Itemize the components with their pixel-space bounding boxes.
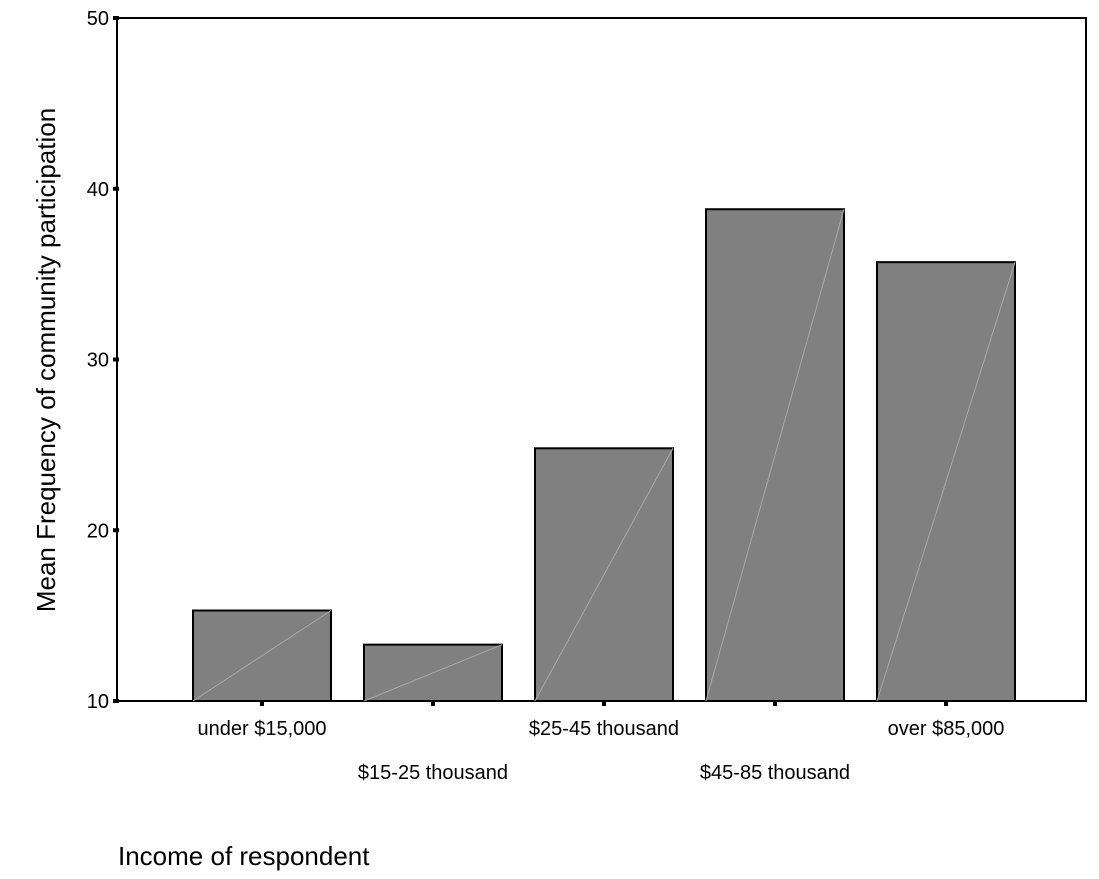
x-tick-label: $25-45 thousand [529, 718, 679, 740]
y-tick-label: 50 [87, 8, 109, 30]
bar-1 [192, 609, 332, 702]
x-tick-label: under $15,000 [197, 718, 326, 740]
bar-2 [363, 643, 503, 703]
bar-diagonal [534, 448, 674, 702]
bar-3 [534, 447, 674, 703]
y-tick-label: 10 [87, 691, 109, 713]
x-tick-label: $45-85 thousand [700, 762, 850, 784]
bar-4 [705, 208, 845, 703]
y-tick-label: 30 [87, 350, 109, 372]
bar-diagonal [876, 262, 1016, 702]
bars-layer [192, 208, 1016, 703]
y-axis-title: Mean Frequency of community participatio… [31, 108, 61, 612]
bar-diagonal [705, 209, 845, 702]
bar-5 [876, 261, 1016, 702]
y-tick-label: 20 [87, 520, 109, 542]
x-tick-label: over $85,000 [888, 718, 1005, 740]
bar-diagonal [192, 610, 332, 702]
x-tick-label: $15-25 thousand [358, 762, 508, 784]
x-axis-title: Income of respondent [118, 841, 370, 871]
y-axis: 10 20 30 40 50 [87, 8, 119, 713]
bar-diagonal [363, 644, 503, 702]
x-axis: under $15,000 $15-25 thousand $25-45 thous… [197, 700, 1004, 784]
y-tick-label: 40 [87, 179, 109, 201]
